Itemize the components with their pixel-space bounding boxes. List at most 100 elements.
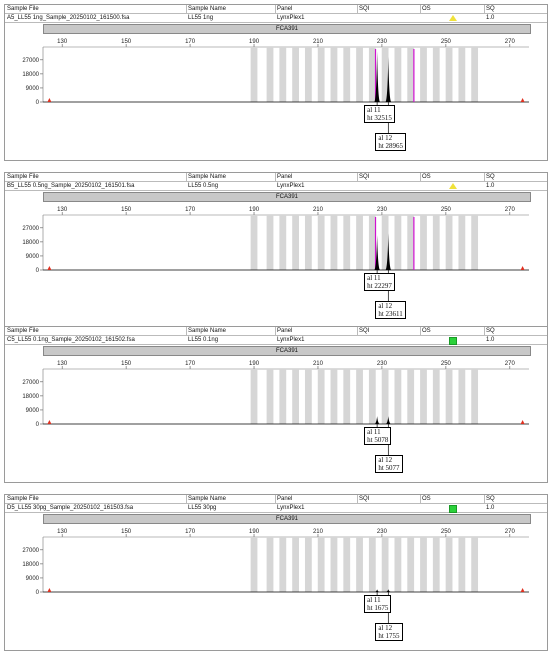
allele-peak[interactable] bbox=[385, 589, 392, 592]
x-tick-label: 250 bbox=[441, 207, 452, 213]
allele-bin bbox=[368, 537, 376, 592]
allele-name: al 11 bbox=[367, 428, 381, 436]
allele-call-label[interactable]: al 12 ht 5077 bbox=[375, 455, 403, 473]
allele-bin bbox=[445, 369, 453, 424]
y-tick-label: 18000 bbox=[22, 562, 39, 568]
allele-bin bbox=[471, 47, 479, 102]
allele-bin bbox=[471, 369, 479, 424]
sample-info-row[interactable]: D5_LL55 30pg_Sample_20250102_161503.fsa L… bbox=[5, 504, 547, 513]
allele-call-label[interactable]: al 12 ht 1755 bbox=[375, 623, 403, 641]
allele-bin bbox=[266, 215, 274, 270]
allele-bin bbox=[368, 215, 376, 270]
allele-bin bbox=[343, 369, 351, 424]
column-header-sqi: SQI bbox=[359, 496, 370, 502]
allele-bin bbox=[394, 369, 402, 424]
allele-peak[interactable] bbox=[385, 233, 392, 270]
allele-name: al 11 bbox=[367, 106, 381, 114]
column-separator bbox=[357, 173, 358, 181]
allele-bin bbox=[420, 369, 427, 424]
allele-peak[interactable] bbox=[374, 51, 381, 102]
x-tick-label: 210 bbox=[313, 529, 324, 535]
column-separator bbox=[484, 327, 485, 335]
allele-bin bbox=[458, 537, 466, 592]
column-header-os: OS bbox=[422, 6, 431, 12]
sample-info-row[interactable]: A5_LL55 1ng_Sample_20250102_161500.fsa LL… bbox=[5, 14, 547, 23]
allele-bin bbox=[279, 369, 287, 424]
allele-bin bbox=[356, 369, 363, 424]
y-tick-label: 18000 bbox=[22, 240, 39, 246]
column-header-os: OS bbox=[422, 328, 431, 334]
column-header-sample-name: Sample Name bbox=[188, 328, 227, 334]
allele-peak[interactable] bbox=[374, 235, 381, 270]
allele-call-label[interactable]: al 11 ht 5078 bbox=[364, 427, 392, 445]
column-header-sq: SQ bbox=[486, 6, 495, 12]
quality-warning-icon bbox=[449, 15, 457, 21]
column-separator bbox=[275, 495, 276, 503]
allele-bin bbox=[356, 537, 363, 592]
marker-name-bar: FCA391 bbox=[43, 192, 531, 202]
y-tick-label: 27000 bbox=[22, 380, 39, 386]
allele-name: al 12 bbox=[378, 456, 393, 464]
allele-bin bbox=[304, 537, 312, 592]
sample-name: LL55 0.5ng bbox=[188, 183, 219, 189]
allele-bin bbox=[381, 537, 389, 592]
allele-peak[interactable] bbox=[374, 589, 381, 592]
allele-bin bbox=[394, 47, 402, 102]
allele-bin bbox=[292, 47, 299, 102]
sample-info-row[interactable]: C5_LL55 0.1ng_Sample_20250102_161502.fsa… bbox=[5, 336, 547, 345]
allele-call-label[interactable]: al 11 ht 22297 bbox=[364, 273, 395, 291]
sample-file-name: D5_LL55 30pg_Sample_20250102_161503.fsa bbox=[7, 505, 134, 511]
allele-call-label[interactable]: al 12 ht 23611 bbox=[375, 301, 406, 319]
allele-call-label[interactable]: al 12 ht 28965 bbox=[375, 133, 407, 151]
column-separator bbox=[186, 173, 187, 181]
allele-bin bbox=[317, 369, 325, 424]
allele-bin bbox=[407, 47, 415, 102]
allele-bin bbox=[420, 537, 427, 592]
allele-bin bbox=[343, 537, 351, 592]
sample-name: LL55 30pg bbox=[188, 505, 217, 511]
y-tick-label: 9000 bbox=[26, 576, 40, 582]
allele-height: ht 1755 bbox=[378, 632, 400, 640]
size-standard-marker bbox=[520, 420, 525, 424]
y-tick-label: 9000 bbox=[26, 254, 40, 260]
x-tick-label: 130 bbox=[57, 207, 68, 213]
column-header-row: Sample File Sample Name Panel SQI OS SQ bbox=[5, 495, 547, 504]
allele-bin bbox=[471, 537, 479, 592]
allele-bin bbox=[317, 215, 325, 270]
panel-name: LynxPlex1 bbox=[277, 183, 305, 189]
column-header-sample-name: Sample Name bbox=[188, 6, 227, 12]
size-standard-marker bbox=[47, 98, 52, 102]
column-separator bbox=[186, 327, 187, 335]
x-tick-label: 130 bbox=[57, 39, 68, 45]
column-separator bbox=[420, 495, 421, 503]
y-tick-label: 27000 bbox=[22, 226, 39, 232]
x-tick-label: 170 bbox=[185, 529, 196, 535]
allele-peak[interactable] bbox=[385, 416, 392, 424]
allele-name: al 12 bbox=[378, 624, 393, 632]
sample-info-row[interactable]: B5_LL55 0.5ng_Sample_20250102_161501.fsa… bbox=[5, 182, 547, 191]
marker-name-bar: FCA391 bbox=[43, 346, 531, 356]
allele-bin bbox=[381, 369, 389, 424]
y-tick-label: 18000 bbox=[22, 394, 39, 400]
column-header-sample-file: Sample File bbox=[7, 328, 39, 334]
allele-height: ht 23611 bbox=[378, 310, 403, 318]
x-tick-label: 190 bbox=[249, 39, 260, 45]
allele-call-label[interactable]: al 11 ht 1675 bbox=[364, 595, 392, 613]
allele-bin bbox=[279, 47, 287, 102]
y-tick-label: 9000 bbox=[26, 86, 40, 92]
allele-bin bbox=[266, 47, 274, 102]
quality-warning-icon bbox=[449, 183, 457, 189]
column-header-sample-name: Sample Name bbox=[188, 174, 227, 180]
x-tick-label: 230 bbox=[377, 39, 388, 45]
allele-bin bbox=[381, 47, 389, 102]
allele-bin bbox=[250, 537, 258, 592]
sq-value: 1.0 bbox=[486, 505, 495, 511]
allele-peak[interactable] bbox=[374, 416, 381, 424]
allele-peak[interactable] bbox=[385, 56, 392, 102]
allele-bin bbox=[317, 537, 325, 592]
x-tick-label: 210 bbox=[313, 361, 324, 367]
sq-value: 1.0 bbox=[486, 337, 495, 343]
marker-name-bar: FCA391 bbox=[43, 514, 531, 524]
sample-name: LL55 0.1ng bbox=[188, 337, 219, 343]
allele-call-label[interactable]: al 11 ht 32515 bbox=[364, 105, 395, 123]
